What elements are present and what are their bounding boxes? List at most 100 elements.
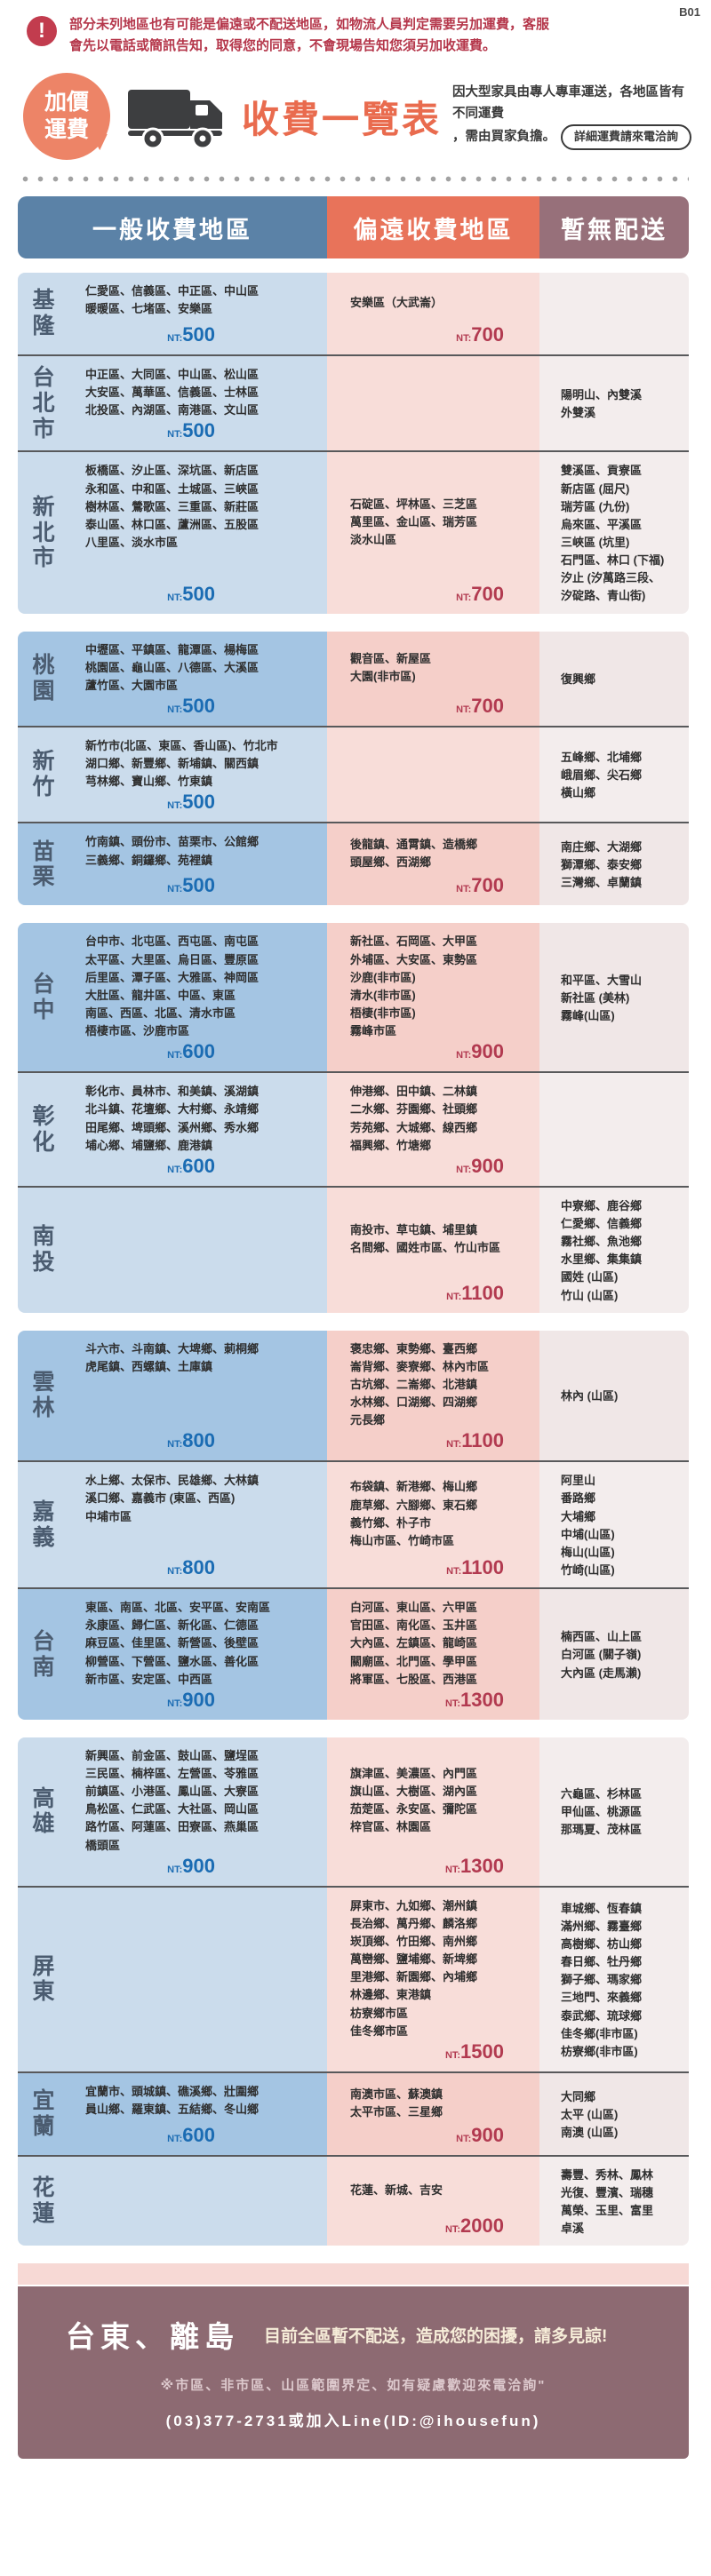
subtitle-line2: ，需由買家負擔。 bbox=[452, 129, 556, 144]
currency-prefix: NT: bbox=[167, 800, 183, 812]
cell-remote: 白河區、東山區、六甲區 官田區、南化區、玉井區 大內區、左鎮區、龍崎區 關廟區、北門區… bbox=[327, 1589, 539, 1720]
price-value: 900 bbox=[471, 2123, 504, 2146]
general-cell-body: 彰化市、員林市、和美鎮、溪湖鎮 北斗鎮、花壇鄉、大村鄉、永靖鄉 田尾鄉、埤頭鄉、溪州… bbox=[69, 1073, 327, 1186]
fee-row-雲林: 雲林斗六市、斗南鎮、大埤鄉、莿桐鄉 虎尾鎮、西螺鎮、土庫鎮 NT:800 褒忠鄉、東勢… bbox=[18, 1330, 689, 1461]
district-line: 竹南鎮、頭份市、苗栗市、公館鄉 bbox=[85, 835, 260, 849]
price-value: 900 bbox=[471, 1154, 504, 1177]
district-line: 永和區、中和區、土城區、三峽區 bbox=[85, 481, 260, 496]
region-label: 桃園 bbox=[32, 653, 55, 704]
price-value: 600 bbox=[182, 2123, 215, 2146]
district-line: 南投市、草屯鎮、埔里鎮 bbox=[350, 1223, 478, 1237]
price-remote: NT:1300 bbox=[350, 1855, 529, 1878]
currency-prefix: NT: bbox=[446, 1439, 462, 1451]
general-cell-body: 東區、南區、北區、安平區、安南區 永康區、歸仁區、新化區、仁德區 麻豆區、佳里區、新… bbox=[69, 1589, 327, 1720]
currency-prefix: NT: bbox=[167, 1164, 183, 1175]
price-general: NT:600 bbox=[85, 2124, 320, 2147]
price-remote: NT:900 bbox=[350, 1040, 529, 1063]
general-cell-body: 新興區、前金區、鼓山區、鹽埕區 三民區、楠梓區、左營區、苓雅區 前鎮區、小港區、鳳山… bbox=[69, 1737, 327, 1886]
currency-prefix: NT: bbox=[167, 704, 183, 715]
region-label: 彰化 bbox=[32, 1103, 55, 1155]
district-lines: 安樂區（大武崙） bbox=[350, 282, 529, 323]
cell-general: 嘉義 水上鄉、太保市、民雄鄉、大林鎮 溪口鄉、嘉義市 (東區、西區) 中埔市區 NT:8… bbox=[18, 1462, 327, 1588]
currency-prefix: NT: bbox=[167, 333, 183, 344]
fee-row-新北市: 新北市 板橋區、汐止區、深坑區、新店區 永和區、中和區、土城區、三峽區 樹林區、鶯歌區… bbox=[18, 452, 689, 614]
district-line: 卓溪 bbox=[561, 2222, 585, 2236]
price-general: NT:800 bbox=[85, 1429, 320, 1452]
district-lines: 壽豐、秀林、鳳林 光復、豐濱、瑞穗 萬榮、玉里、富里 卓溪 bbox=[561, 2167, 682, 2238]
district-line: 大同鄉 bbox=[561, 2089, 596, 2103]
call-for-details-pill[interactable]: 詳細運費請來電洽詢 bbox=[560, 123, 691, 150]
district-line: 車城鄉、恆春鎮 bbox=[561, 1901, 643, 1915]
general-cell-body: 水上鄉、太保市、民雄鄉、大林鎮 溪口鄉、嘉義市 (東區、西區) 中埔市區 NT:800 bbox=[69, 1462, 327, 1587]
price-remote: NT:700 bbox=[350, 695, 529, 718]
fee-row-台北市: 台北市 中正區、大同區、中山區、松山區 大安區、萬華區、信義區、士林區 北投區、內湖區… bbox=[18, 356, 689, 451]
district-line: 梓官區、林園區 bbox=[350, 1820, 432, 1834]
cell-general: 台中台中市、北屯區、西屯區、南屯區 太平區、大里區、烏日區、豐原區 后里區、潭子區、… bbox=[18, 923, 327, 1072]
district-line: 后里區、潭子區、大雅區、神岡區 bbox=[85, 970, 260, 984]
region-label: 新北市 bbox=[32, 494, 55, 571]
district-line: 獅子鄉、瑪家鄉 bbox=[561, 1973, 643, 1987]
cell-general: 台南東區、南區、北區、安平區、安南區 永康區、歸仁區、新化區、仁德區 麻豆區、佳里區… bbox=[18, 1589, 327, 1720]
price-value: 500 bbox=[182, 582, 215, 605]
district-line: 峨眉鄉、尖石鄉 bbox=[561, 768, 643, 783]
district-line: 中壢區、平鎮區、龍潭區、楊梅區 bbox=[85, 642, 260, 656]
row-divider bbox=[18, 2154, 689, 2157]
district-line: 淡水山區 bbox=[350, 533, 397, 547]
district-line: 柳營區、下營區、鹽水區、善化區 bbox=[85, 1654, 260, 1668]
cell-remote: 褒忠鄉、東勢鄉、臺西鄉 崙背鄉、麥寮鄉、林內市區 古坑鄉、二崙鄉、北港鎮 水林鄉、口湖… bbox=[327, 1330, 539, 1461]
district-line: 湖口鄉、新豐鄉、新埔鎮、關西鎮 bbox=[85, 757, 260, 771]
general-cell-body: 仁愛區、信義區、中正區、中山區 暖暖區、七堵區、安樂區 NT:500 bbox=[69, 273, 327, 354]
district-lines: 布袋鎮、新港鄉、梅山鄉 鹿草鄉、六腳鄉、東石鄉 義竹鄉、朴子市 梅山市區、竹崎市區 bbox=[350, 1472, 529, 1556]
district-line: 復興鄉 bbox=[561, 672, 596, 686]
currency-prefix: NT: bbox=[456, 884, 472, 895]
district-line: 甲仙區、桃源區 bbox=[561, 1805, 643, 1819]
exclamation-icon: ! bbox=[27, 16, 57, 46]
district-line: 新興區、前金區、鼓山區、鹽埕區 bbox=[85, 1748, 260, 1762]
price-value: 500 bbox=[182, 874, 215, 897]
district-line: 新社區 (美林) bbox=[561, 990, 630, 1005]
district-line: 宜蘭市、頭城鎮、礁溪鄉、壯圍鄉 bbox=[85, 2084, 260, 2098]
district-lines: 屏東市、九如鄉、潮州鎮 長治鄉、萬丹鄉、麟洛鄉 崁頂鄉、竹田鄉、南州鄉 萬巒鄉、鹽埔鄉… bbox=[350, 1897, 529, 2040]
cell-general: 桃園中壢區、平鎮區、龍潭區、楊梅區 桃園區、龜山區、八德區、大溪區 蘆竹區、大園市區… bbox=[18, 631, 327, 726]
price-value: 800 bbox=[182, 1556, 215, 1579]
page-header: 加價 運費 收費一覽表 因大型家具由專人專車運送，各地區皆有不同運費 ，需由買家… bbox=[0, 60, 711, 167]
page-title: 收費一覽表 bbox=[242, 98, 443, 140]
cell-general: 新北市 板橋區、汐止區、深坑區、新店區 永和區、中和區、土城區、三峽區 樹林區、鶯歌區… bbox=[18, 452, 327, 614]
district-line: 板橋區、汐止區、深坑區、新店區 bbox=[85, 464, 260, 478]
price-remote: NT:1100 bbox=[350, 1556, 529, 1579]
truck-icon bbox=[128, 90, 222, 150]
cell-general: 花蓮 bbox=[18, 2156, 327, 2246]
district-line: 三峽區 (坑里) bbox=[561, 535, 630, 549]
district-lines: 林內 (山區) bbox=[561, 1340, 682, 1453]
district-line: 名間鄉、國姓市區、竹山市區 bbox=[350, 1241, 501, 1255]
currency-prefix: NT: bbox=[444, 1864, 461, 1875]
general-cell-body: 斗六市、斗南鎮、大埤鄉、莿桐鄉 虎尾鎮、西螺鎮、土庫鎮 NT:800 bbox=[69, 1331, 327, 1461]
fee-block: 台中台中市、北屯區、西屯區、南屯區 太平區、大里區、烏日區、豐原區 后里區、潭子區、… bbox=[18, 923, 689, 1313]
currency-prefix: NT: bbox=[456, 1050, 472, 1061]
district-line: 霧峰(山區) bbox=[561, 1008, 615, 1022]
district-line: 雙溪區、貢寮區 bbox=[561, 464, 643, 478]
price-value: 800 bbox=[182, 1429, 215, 1452]
district-lines: 台中市、北屯區、西屯區、南屯區 太平區、大里區、烏日區、豐原區 后里區、潭子區、大雅… bbox=[85, 933, 320, 1040]
column-header-general: 一般收費地區 bbox=[18, 196, 327, 258]
district-line: 獅潭鄉、泰安鄉 bbox=[561, 858, 643, 872]
district-line: 汐碇路、青山街) bbox=[561, 589, 646, 603]
district-line: 梅山(山區) bbox=[561, 1545, 615, 1559]
price-remote: NT:900 bbox=[350, 1155, 529, 1178]
district-line: 福興鄉、竹塘鄉 bbox=[350, 1138, 432, 1152]
district-line: 伸港鄉、田中鎮、二林鎮 bbox=[350, 1085, 478, 1099]
cell-general: 苗栗竹南鎮、頭份市、苗栗市、公館鄉 三義鄉、銅鑼鄉、苑裡鎮 NT:500 bbox=[18, 823, 327, 906]
district-line: 芎林鄉、寶山鄉、竹東鎮 bbox=[85, 775, 213, 789]
cell-no-delivery bbox=[539, 273, 689, 354]
price-remote: NT:1300 bbox=[350, 1689, 529, 1712]
district-line: 泰山區、林口區、蘆洲區、五股區 bbox=[85, 517, 260, 531]
region-label: 台中 bbox=[32, 972, 55, 1022]
cell-no-delivery: 壽豐、秀林、鳳林 光復、豐濱、瑞穗 萬榮、玉里、富里 卓溪 bbox=[539, 2156, 689, 2246]
district-line: 林內 (山區) bbox=[561, 1388, 619, 1403]
fee-table: 基隆仁愛區、信義區、中正區、中山區 暖暖區、七堵區、安樂區 NT:500 安樂區（大武… bbox=[18, 273, 689, 2246]
badge-line1: 加價 bbox=[44, 89, 89, 115]
price-value: 900 bbox=[182, 1688, 215, 1711]
general-cell-body: 板橋區、汐止區、深坑區、新店區 永和區、中和區、土城區、三峽區 樹林區、鶯歌區、三重… bbox=[69, 452, 327, 613]
price-remote: NT:1100 bbox=[350, 1429, 529, 1452]
price-value: 700 bbox=[471, 323, 504, 346]
